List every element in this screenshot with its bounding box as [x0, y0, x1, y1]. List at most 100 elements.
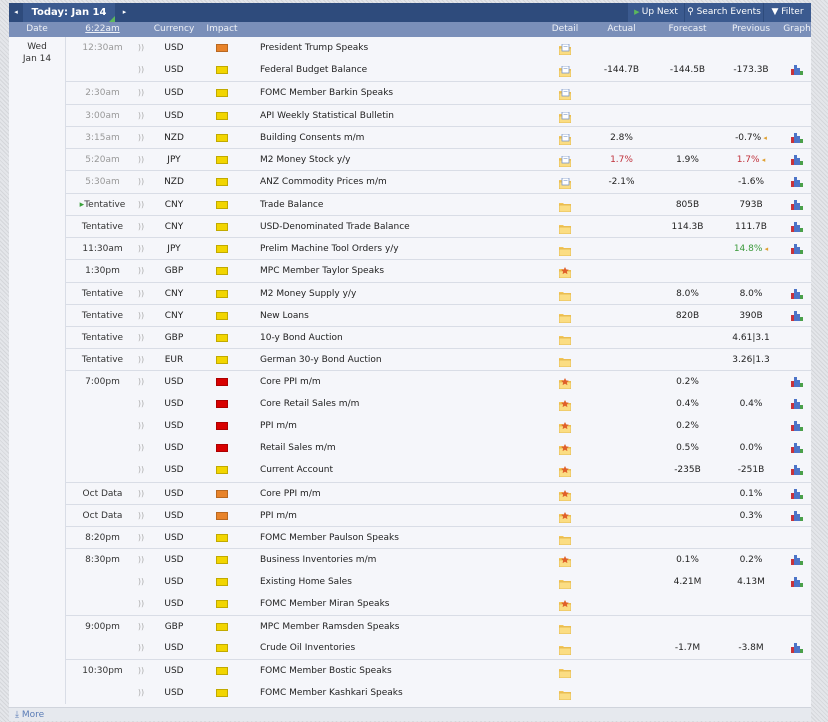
sound-alert-icon[interactable]: )) [137, 666, 145, 676]
impact-low-icon[interactable] [216, 534, 228, 543]
event-row[interactable]: 3:00am)) USD API Weekly Statistical Bullet… [65, 103, 811, 126]
impact-medium-icon[interactable] [216, 511, 228, 520]
event-title[interactable]: PPI m/m [260, 510, 297, 521]
event-title[interactable]: M2 Money Supply y/y [260, 288, 357, 299]
event-title[interactable]: PPI m/m [260, 420, 297, 431]
event-title[interactable]: Federal Budget Balance [260, 65, 368, 76]
detail-folder-icon[interactable] [558, 576, 572, 589]
event-row[interactable]: )) USD Crude Oil Inventories -1.7M -3.8M [9, 637, 811, 659]
event-title[interactable]: Business Inventories m/m [260, 555, 377, 566]
sound-alert-icon[interactable]: )) [137, 621, 145, 631]
event-title[interactable]: API Weekly Statistical Bulletin [260, 110, 394, 121]
event-row[interactable]: )) USD Existing Home Sales 4.21M 4.13M [9, 571, 811, 593]
detail-folder-icon[interactable] [558, 354, 572, 368]
detail-doc-icon[interactable] [558, 64, 572, 78]
event-title[interactable]: Core PPI m/m [260, 488, 321, 499]
impact-low-icon[interactable] [216, 245, 228, 254]
event-row[interactable]: )) USD FOMC Member Miran Speaks [9, 593, 811, 615]
impact-low-icon[interactable] [216, 222, 228, 231]
revised-marker-icon[interactable]: ◂ [762, 245, 769, 254]
graph-icon[interactable] [791, 465, 803, 476]
event-row[interactable]: 12:30am)) USD President Trump Speaks [9, 37, 811, 59]
graph-icon[interactable] [791, 420, 803, 431]
sound-alert-icon[interactable]: )) [137, 65, 145, 75]
event-row[interactable]: 8:20pm)) USD FOMC Member Paulson Speaks [65, 526, 811, 548]
detail-folder-icon[interactable] [558, 665, 572, 679]
graph-icon[interactable] [791, 377, 803, 388]
detail-star-icon[interactable] [558, 598, 572, 612]
detail-folder-icon[interactable] [558, 621, 572, 635]
sound-alert-icon[interactable]: )) [137, 310, 145, 320]
detail-folder-icon[interactable] [558, 310, 572, 324]
detail-star-icon[interactable] [558, 510, 572, 524]
impact-low-icon[interactable] [216, 200, 228, 209]
event-title[interactable]: MPC Member Ramsden Speaks [260, 621, 400, 632]
today-button[interactable]: Today: Jan 14 [23, 3, 115, 22]
sound-alert-icon[interactable]: )) [137, 244, 145, 254]
event-row[interactable]: 2:30am)) USD FOMC Member Barkin Speaks [65, 81, 811, 103]
sound-alert-icon[interactable]: )) [137, 398, 145, 408]
sound-alert-icon[interactable]: )) [137, 533, 145, 543]
event-row[interactable]: 5:30am)) NZD ANZ Commodity Prices m/m -2.1%… [65, 170, 811, 192]
event-title[interactable]: Core Retail Sales m/m [260, 398, 360, 409]
event-title[interactable]: M2 Money Stock y/y [260, 155, 351, 166]
impact-low-icon[interactable] [216, 356, 228, 365]
detail-star-icon[interactable] [558, 398, 572, 411]
graph-icon[interactable] [791, 65, 803, 76]
graph-icon[interactable] [791, 221, 803, 232]
sound-alert-icon[interactable]: )) [137, 177, 145, 187]
impact-high-icon[interactable] [216, 378, 228, 387]
event-row[interactable]: 3:15am)) NZD Building Consents m/m 2.8% -0.7… [65, 125, 811, 148]
graph-icon[interactable] [791, 555, 803, 566]
detail-star-icon[interactable] [558, 554, 572, 568]
header-current-time[interactable]: 6:22am [85, 24, 120, 34]
detail-star-icon[interactable] [558, 464, 572, 478]
detail-folder-icon[interactable] [558, 687, 572, 700]
impact-high-icon[interactable] [216, 399, 228, 408]
event-row[interactable]: 11:30am)) JPY Prelim Machine Tool Orders y… [65, 237, 811, 259]
impact-high-icon[interactable] [216, 421, 228, 430]
graph-icon[interactable] [791, 643, 803, 654]
event-row[interactable]: )) USD Retail Sales m/m 0.5% 0.0% [9, 437, 811, 459]
event-title[interactable]: 10-y Bond Auction [260, 332, 343, 343]
detail-folder-icon[interactable] [558, 332, 572, 346]
detail-folder-icon[interactable] [558, 199, 572, 212]
graph-icon[interactable] [791, 310, 803, 321]
sound-alert-icon[interactable]: )) [137, 199, 145, 209]
graph-icon[interactable] [791, 177, 803, 188]
graph-icon[interactable] [791, 244, 803, 255]
detail-star-icon[interactable] [558, 265, 572, 279]
sound-alert-icon[interactable]: )) [137, 288, 145, 298]
event-row[interactable]: 9:00pm)) GBP MPC Member Ramsden Speaks [65, 614, 811, 637]
event-row[interactable]: Tentative)) GBP 10-y Bond Auction 4.61|3.1 [65, 325, 811, 348]
event-row[interactable]: Tentative)) EUR German 30-y Bond Auction 3.… [65, 348, 811, 370]
graph-icon[interactable] [791, 443, 803, 454]
sound-alert-icon[interactable]: )) [137, 510, 145, 520]
event-title[interactable]: FOMC Member Kashkari Speaks [260, 687, 403, 698]
event-row[interactable]: )) USD Current Account -235B -251B [9, 459, 811, 481]
event-title[interactable]: Prelim Machine Tool Orders y/y [260, 244, 399, 255]
impact-low-icon[interactable] [216, 66, 228, 75]
event-title[interactable]: New Loans [260, 310, 309, 321]
graph-icon[interactable] [791, 488, 803, 499]
event-title[interactable]: Retail Sales m/m [260, 443, 336, 454]
impact-low-icon[interactable] [216, 156, 228, 165]
detail-doc-icon[interactable] [558, 42, 572, 56]
sound-alert-icon[interactable]: )) [137, 221, 145, 231]
event-title[interactable]: Crude Oil Inventories [260, 643, 356, 654]
event-title[interactable]: President Trump Speaks [260, 43, 369, 53]
detail-doc-icon[interactable] [558, 154, 572, 168]
revised-marker-icon[interactable]: ◂ [761, 133, 767, 142]
detail-doc-icon[interactable] [558, 87, 572, 101]
filter-button[interactable]: ▼ Filter [764, 3, 811, 22]
sound-alert-icon[interactable]: )) [137, 420, 145, 430]
event-row[interactable]: 10:30pm)) USD FOMC Member Bostic Speaks [65, 659, 811, 681]
event-row[interactable]: )) USD PPI m/m 0.2% [9, 415, 811, 437]
up-next-button[interactable]: ▶ Up Next [628, 3, 684, 22]
sound-alert-icon[interactable]: )) [137, 643, 145, 653]
graph-icon[interactable] [791, 288, 803, 299]
event-row[interactable]: )) USD Core Retail Sales m/m 0.4% 0.4% [9, 393, 811, 415]
event-row[interactable]: 7:00pm)) USD Core PPI m/m 0.2% [65, 370, 811, 392]
event-title[interactable]: German 30-y Bond Auction [260, 355, 382, 366]
event-title[interactable]: FOMC Member Barkin Speaks [260, 88, 394, 99]
